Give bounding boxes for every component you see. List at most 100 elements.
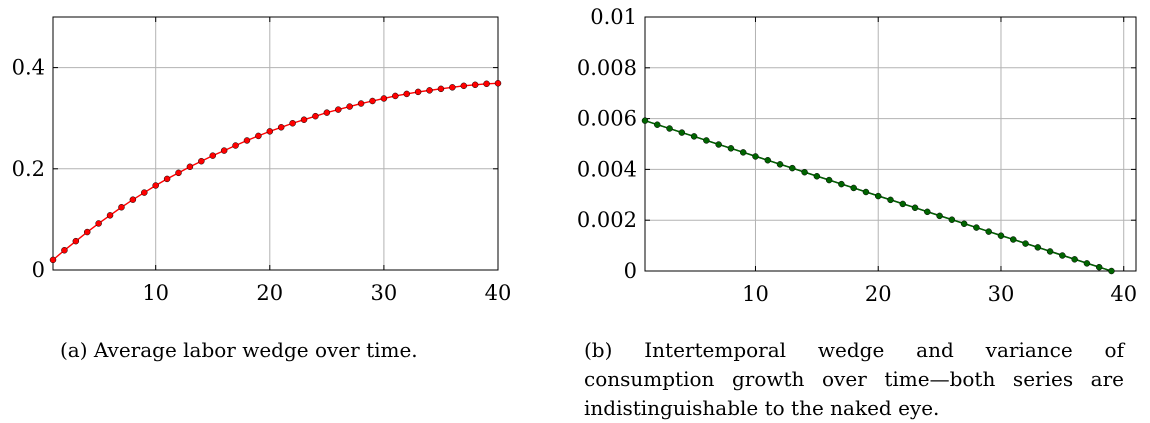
data-point xyxy=(312,112,319,120)
data-point xyxy=(186,163,194,171)
data-point xyxy=(72,237,80,245)
data-point xyxy=(460,82,468,90)
data-point xyxy=(232,142,239,149)
data-point xyxy=(776,161,784,168)
data-point xyxy=(899,200,907,208)
labor-wedge-chart: 10 20 30 40 0 0.2 0.4 xyxy=(12,16,512,305)
data-point xyxy=(887,196,894,204)
data-point xyxy=(973,224,980,231)
data-point xyxy=(403,90,410,98)
plot-frame xyxy=(644,16,1137,272)
x-tick-label: 30 xyxy=(988,282,1015,306)
series-line xyxy=(52,82,499,261)
y-tick-label: 0.006 xyxy=(577,107,637,131)
y-tick-label: 0.004 xyxy=(577,157,637,181)
y-tick-label: 0.002 xyxy=(577,208,637,232)
y-tick-label: 0.008 xyxy=(577,56,637,80)
data-point xyxy=(118,204,125,211)
data-point xyxy=(936,212,943,220)
data-point xyxy=(335,106,342,113)
data-point xyxy=(801,168,808,176)
data-point xyxy=(850,184,857,192)
x-tick-label: 10 xyxy=(742,282,769,306)
data-point xyxy=(369,97,376,105)
data-point xyxy=(727,145,735,152)
data-point xyxy=(289,120,296,127)
x-tick-label: 10 xyxy=(142,281,169,305)
data-point xyxy=(690,133,698,140)
data-point xyxy=(1108,267,1115,275)
data-point xyxy=(357,100,365,107)
data-point xyxy=(911,204,919,212)
data-point xyxy=(960,220,968,228)
data-point xyxy=(494,80,502,87)
data-point xyxy=(243,137,251,144)
data-point xyxy=(1022,240,1029,247)
data-point xyxy=(471,81,479,89)
data-point xyxy=(789,164,796,172)
data-point xyxy=(1071,256,1078,263)
data-point xyxy=(948,216,956,223)
data-point xyxy=(346,103,353,110)
data-point xyxy=(752,153,759,160)
data-point xyxy=(739,149,747,156)
data-point xyxy=(1059,252,1066,259)
data-point xyxy=(95,220,102,227)
y-tick-label: 0 xyxy=(624,259,637,283)
y-tick-label: 0.2 xyxy=(12,157,45,181)
x-tick-label: 20 xyxy=(865,282,892,306)
data-point xyxy=(862,188,870,196)
y-tick-label: 0.01 xyxy=(590,5,637,29)
data-point xyxy=(715,141,722,148)
data-point xyxy=(152,182,159,189)
x-tick-label: 20 xyxy=(256,281,283,305)
data-point xyxy=(1095,263,1103,271)
y-tick-label: 0 xyxy=(32,258,45,282)
data-point xyxy=(163,175,171,183)
data-point xyxy=(83,228,91,236)
data-point xyxy=(414,88,422,96)
data-point xyxy=(49,256,57,264)
x-tick-label: 30 xyxy=(371,281,398,305)
y-tick-label: 0.4 xyxy=(12,56,45,80)
data-point xyxy=(323,109,331,116)
data-point xyxy=(703,137,710,144)
data-point xyxy=(666,125,673,132)
data-point xyxy=(437,85,445,93)
intertemporal-wedge-chart: 10 20 30 40 0 0.002 0.004 0.006 0.008 0.01 xyxy=(577,5,1137,306)
data-point xyxy=(678,129,686,136)
data-point xyxy=(220,147,228,154)
plot-frame xyxy=(52,16,499,271)
data-point xyxy=(825,176,833,184)
data-point xyxy=(426,87,433,94)
data-point xyxy=(1034,244,1042,251)
data-point xyxy=(141,189,148,196)
x-tick-label: 40 xyxy=(485,281,512,305)
data-point xyxy=(106,212,114,219)
data-point xyxy=(874,192,882,200)
data-point xyxy=(764,157,771,164)
data-point xyxy=(449,84,456,91)
data-point xyxy=(380,95,388,102)
data-point xyxy=(1046,248,1054,255)
data-point xyxy=(129,196,137,203)
data-point xyxy=(255,132,262,140)
data-point xyxy=(654,121,661,128)
data-point xyxy=(61,247,68,254)
data-point xyxy=(985,228,992,235)
data-point xyxy=(483,80,490,88)
data-point xyxy=(641,117,649,124)
caption-labor-wedge: (a) Average labor wedge over time. xyxy=(60,338,418,362)
data-point xyxy=(997,232,1005,239)
data-point xyxy=(1083,260,1091,267)
caption-intertemporal-wedge: (b) Intertemporal wedge and variance of … xyxy=(584,338,1124,420)
data-point xyxy=(300,116,308,123)
data-point xyxy=(175,169,182,177)
data-point xyxy=(1010,236,1017,243)
x-tick-label: 40 xyxy=(1110,282,1137,306)
data-point xyxy=(924,208,931,216)
data-point xyxy=(209,152,216,159)
data-point xyxy=(277,124,285,131)
data-point xyxy=(266,128,274,135)
data-point xyxy=(813,173,821,180)
